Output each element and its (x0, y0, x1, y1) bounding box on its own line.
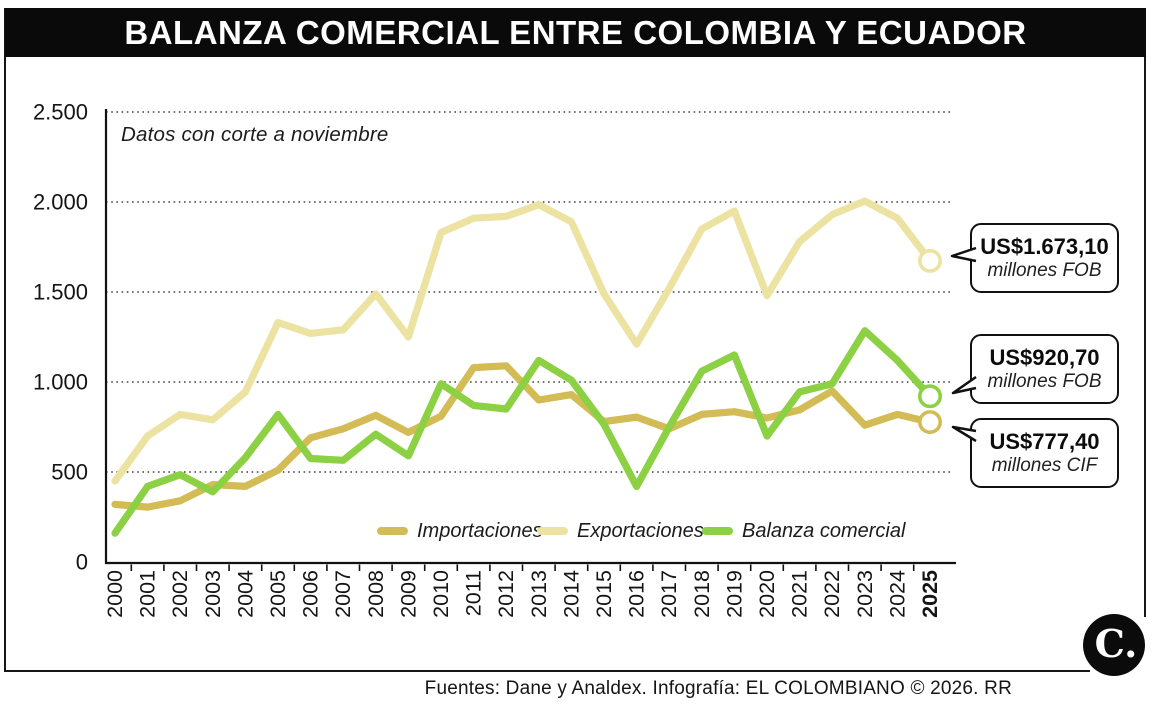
legend-item-balanza-comercial: Balanza comercial (702, 519, 905, 543)
logo-letter: C. (1094, 620, 1138, 666)
footer-credit: Fuentes: Dane y Analdex. Infografía: EL … (424, 678, 1012, 699)
legend-swatch-exportaciones (537, 527, 568, 535)
annotation-value: US$920,70 (989, 345, 1100, 371)
y-axis-labels: 0 500 1.000 1.500 2.000 2.500 (33, 100, 88, 575)
chart-title: BALANZA COMERCIAL ENTRE COLOMBIA Y ECUAD… (124, 13, 1027, 51)
chart-note: Datos con corte a noviembre (121, 123, 389, 146)
x-axis-label: 2017 (657, 570, 681, 618)
y-axis-label: 1.500 (33, 280, 88, 305)
y-axis-label: 1.000 (33, 370, 88, 395)
annotation-unit: millones FOB (987, 370, 1102, 392)
frame-border-right (1144, 8, 1146, 617)
x-axis-label: 2006 (299, 570, 323, 618)
x-axis-label: 2010 (429, 570, 453, 618)
x-axis-ticks (130, 564, 915, 571)
annotation-tail-icon (951, 425, 977, 443)
series-line-exportaciones (111, 197, 934, 485)
x-axis-label: 2002 (168, 570, 192, 618)
annotation-unit: millones CIF (991, 454, 1098, 476)
x-axis-label: 2025 (918, 570, 942, 618)
annotation-exportaciones: US$1.673,10 millones FOB (950, 223, 1119, 293)
gridlines (106, 111, 952, 473)
y-axis-label: 500 (51, 460, 88, 485)
legend-label-exportaciones: Exportaciones (577, 519, 704, 542)
annotation-unit: millones FOB (987, 259, 1102, 281)
frame-border-left (4, 8, 6, 672)
annotation-tail-icon (951, 375, 977, 395)
x-axis-label: 2008 (364, 570, 388, 618)
annotation-balanza-comercial: US$920,70 millones FOB (951, 334, 1119, 404)
series-line-balanza-comercial (111, 327, 934, 537)
x-axis-label: 2009 (396, 570, 420, 618)
x-axis-label: 2011 (462, 570, 486, 616)
x-axis-label: 2001 (136, 570, 160, 618)
legend-item-exportaciones: Exportaciones (537, 519, 704, 543)
x-axis-label: 2021 (788, 570, 812, 618)
annotation-tail-icon (950, 246, 977, 263)
x-axis-label: 2014 (559, 570, 583, 618)
x-axis-label: 2018 (690, 570, 714, 618)
x-axis-label: 2015 (592, 570, 616, 618)
end-marker-balanza-comercial (917, 384, 942, 409)
x-axis-label: 2016 (625, 570, 649, 618)
x-axis-label: 2000 (103, 570, 127, 618)
end-marker-exportaciones (917, 248, 942, 273)
y-axis-label: 0 (76, 550, 88, 575)
title-bar: BALANZA COMERCIAL ENTRE COLOMBIA Y ECUAD… (5, 8, 1146, 57)
x-axis-label: 2013 (527, 570, 551, 618)
annotation-value: US$777,40 (989, 429, 1100, 455)
legend-swatch-importaciones (377, 527, 408, 535)
x-axis-label: 2024 (885, 570, 909, 618)
x-axis-label: 2020 (755, 570, 779, 618)
x-axis-label: 2003 (201, 570, 225, 618)
legend-label-balanza-comercial: Balanza comercial (742, 519, 906, 542)
x-axis-label: 2019 (722, 570, 746, 618)
x-axis-labels: 2000 2001 2002 2003 2004 2005 2006 2007 2008 2009… (103, 570, 942, 618)
x-axis-label: 2004 (233, 570, 257, 618)
x-axis-label: 2022 (820, 570, 844, 618)
annotation-importaciones: US$777,40 millones CIF (951, 418, 1119, 488)
el-colombiano-logo: C. (1083, 614, 1145, 676)
end-marker-importaciones (917, 410, 942, 435)
y-axis-label: 2.000 (33, 190, 88, 215)
x-axis-label: 2023 (853, 570, 877, 618)
annotation-value: US$1.673,10 (980, 234, 1109, 260)
x-axis-label: 2007 (331, 570, 355, 618)
frame-border-bottom (4, 670, 1090, 672)
x-axis-label: 2012 (494, 570, 518, 618)
legend-item-importaciones: Importaciones (377, 519, 543, 543)
legend-label-importaciones: Importaciones (417, 519, 543, 542)
y-axis-label: 2.500 (33, 100, 88, 125)
x-axis-label: 2005 (266, 570, 290, 618)
legend-swatch-balanza-comercial (702, 527, 733, 535)
